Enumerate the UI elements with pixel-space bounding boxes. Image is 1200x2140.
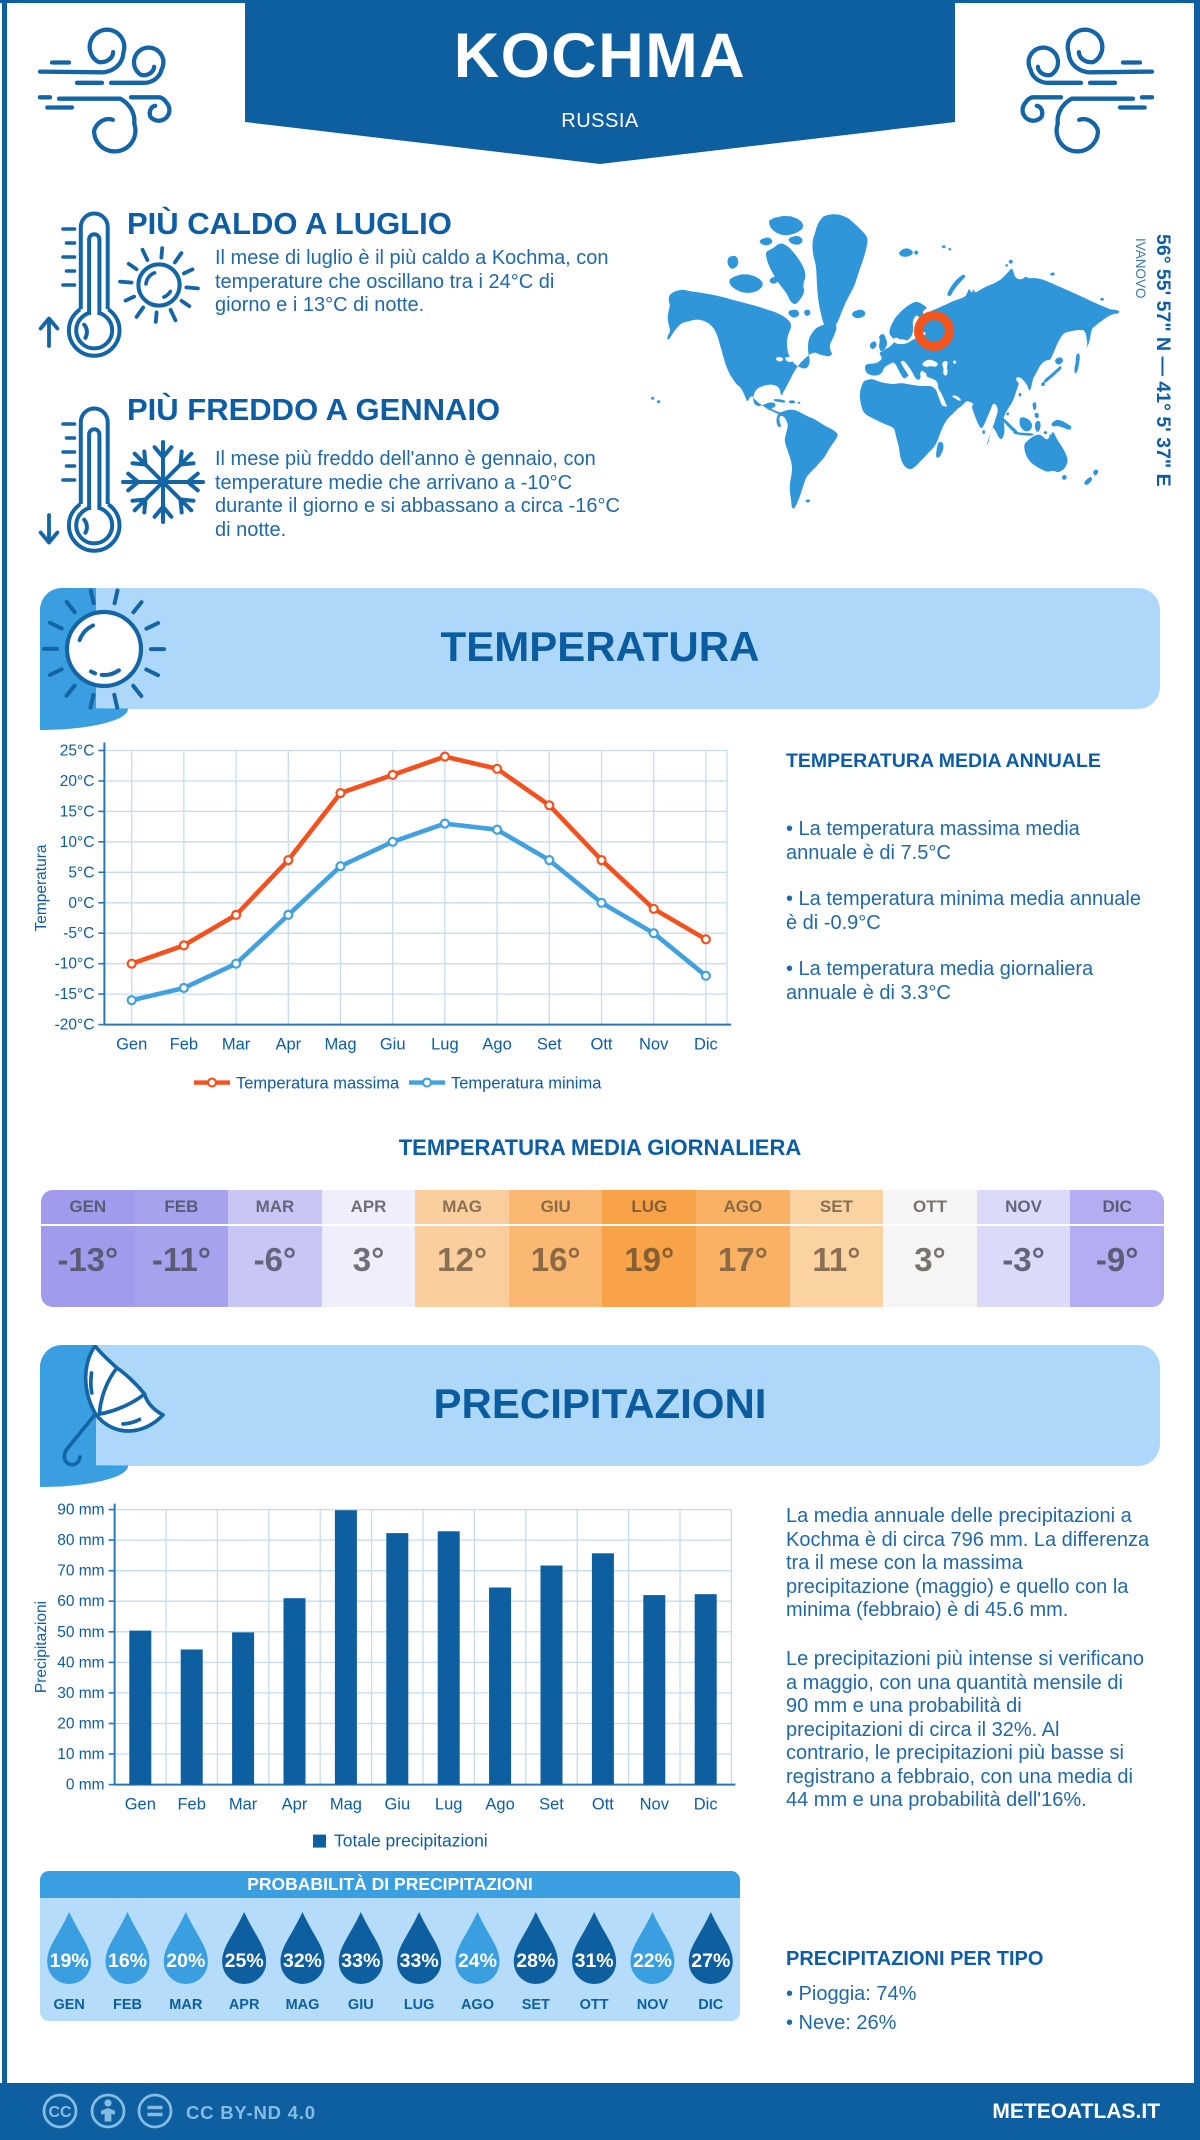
svg-text:FEB: FEB [113, 1997, 142, 2013]
svg-text:AGO: AGO [461, 1997, 494, 2013]
svg-text:20 mm: 20 mm [57, 1716, 104, 1733]
svg-text:32%: 32% [283, 1950, 322, 1972]
svg-text:90 mm: 90 mm [57, 1502, 104, 1519]
svg-text:Temperatura: Temperatura [33, 844, 50, 931]
svg-text:MAR: MAR [169, 1997, 203, 2013]
svg-text:Mag: Mag [330, 1796, 362, 1814]
svg-text:Feb: Feb [177, 1796, 205, 1814]
svg-text:10°C: 10°C [60, 834, 95, 851]
svg-text:19%: 19% [50, 1950, 89, 1972]
svg-text:Lug: Lug [435, 1796, 463, 1814]
svg-text:Giu: Giu [384, 1796, 410, 1814]
svg-text:Nov: Nov [640, 1796, 670, 1814]
svg-text:-5°C: -5°C [63, 925, 94, 942]
svg-text:16%: 16% [108, 1950, 147, 1972]
svg-text:Gen: Gen [125, 1796, 156, 1814]
svg-text:CC: CC [48, 2104, 72, 2121]
svg-text:10 mm: 10 mm [57, 1746, 104, 1763]
svg-text:GIU: GIU [348, 1997, 374, 2013]
svg-text:Lug: Lug [431, 1036, 459, 1054]
svg-text:LUG: LUG [404, 1997, 435, 2013]
svg-text:24%: 24% [458, 1950, 497, 1972]
svg-text:40 mm: 40 mm [57, 1654, 104, 1671]
svg-text:20°C: 20°C [60, 773, 95, 790]
svg-text:50 mm: 50 mm [57, 1624, 104, 1641]
svg-text:0 mm: 0 mm [66, 1777, 105, 1794]
svg-text:-20°C: -20°C [55, 1017, 95, 1034]
svg-text:Ott: Ott [590, 1036, 612, 1054]
svg-text:Ott: Ott [592, 1796, 614, 1814]
svg-text:20%: 20% [166, 1950, 205, 1972]
svg-text:25%: 25% [225, 1950, 264, 1972]
svg-text:33%: 33% [400, 1950, 439, 1972]
svg-text:Precipitazioni: Precipitazioni [33, 1601, 50, 1693]
svg-text:APR: APR [229, 1997, 260, 2013]
svg-text:Apr: Apr [282, 1796, 308, 1814]
svg-text:Temperatura massima: Temperatura massima [236, 1075, 400, 1093]
svg-text:Apr: Apr [275, 1036, 301, 1054]
svg-text:60 mm: 60 mm [57, 1593, 104, 1610]
svg-text:Dic: Dic [694, 1036, 718, 1054]
svg-text:Mag: Mag [324, 1036, 356, 1054]
svg-text:5°C: 5°C [68, 864, 94, 881]
svg-text:Ago: Ago [482, 1036, 511, 1054]
svg-text:Mar: Mar [229, 1796, 258, 1814]
svg-text:Dic: Dic [694, 1796, 718, 1814]
svg-text:GEN: GEN [53, 1997, 84, 2013]
svg-text:Ago: Ago [485, 1796, 514, 1814]
svg-text:SET: SET [522, 1997, 550, 2013]
svg-text:-15°C: -15°C [55, 986, 95, 1003]
svg-text:25°C: 25°C [60, 743, 95, 760]
svg-text:NOV: NOV [637, 1997, 669, 2013]
svg-text:Temperatura minima: Temperatura minima [451, 1075, 602, 1093]
svg-text:Mar: Mar [222, 1036, 251, 1054]
svg-text:OTT: OTT [580, 1997, 609, 2013]
svg-text:Gen: Gen [116, 1036, 147, 1054]
svg-text:31%: 31% [575, 1950, 614, 1972]
svg-text:30 mm: 30 mm [57, 1685, 104, 1702]
svg-text:Giu: Giu [380, 1036, 406, 1054]
svg-text:80 mm: 80 mm [57, 1532, 104, 1549]
svg-text:33%: 33% [341, 1950, 380, 1972]
svg-text:MAG: MAG [286, 1997, 320, 2013]
svg-text:70 mm: 70 mm [57, 1563, 104, 1580]
svg-text:DIC: DIC [698, 1997, 724, 2013]
svg-text:22%: 22% [633, 1950, 672, 1972]
svg-text:Feb: Feb [170, 1036, 198, 1054]
svg-text:Set: Set [539, 1796, 564, 1814]
svg-text:28%: 28% [516, 1950, 555, 1972]
svg-text:Nov: Nov [639, 1036, 669, 1054]
svg-text:0°C: 0°C [68, 895, 94, 912]
svg-text:Totale precipitazioni: Totale precipitazioni [334, 1831, 488, 1851]
svg-text:Set: Set [537, 1036, 562, 1054]
svg-text:15°C: 15°C [60, 803, 95, 820]
svg-text:-10°C: -10°C [55, 956, 95, 973]
svg-text:27%: 27% [691, 1950, 730, 1972]
